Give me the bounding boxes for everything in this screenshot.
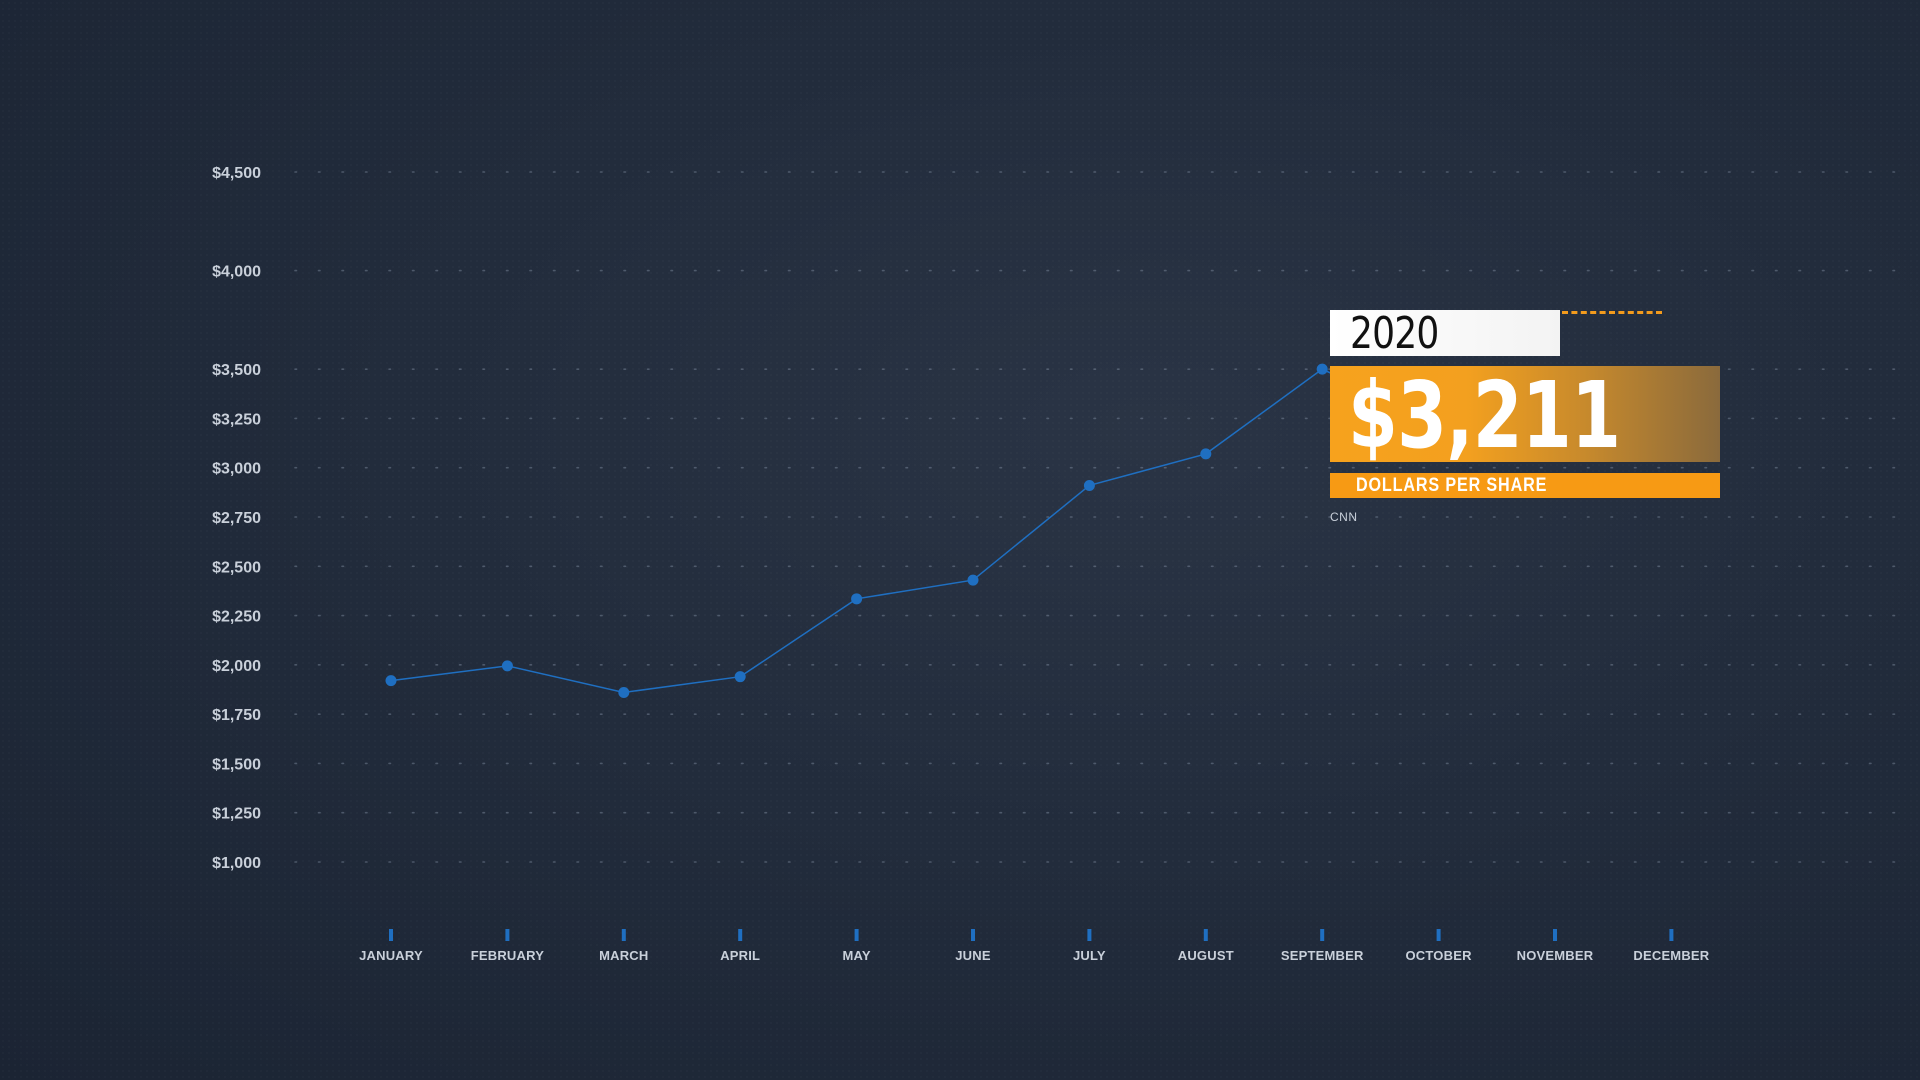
y-tick-label: $4,000 [212,264,261,281]
y-tick-label: $2,750 [212,510,261,527]
y-tick-label: $2,500 [212,559,261,576]
y-tick-label: $1,250 [212,806,261,823]
x-tick-label: MARCH [599,948,648,963]
y-tick-label: $2,250 [212,609,261,626]
x-axis: JANUARY FEBRUARY MARCH APRIL MAY JUNE JULY AUGU… [190,926,1920,963]
value-box: $3,211 [1330,362,1720,469]
y-tick-label: $4,500 [212,165,261,182]
data-point [734,671,746,683]
callout-unit: DOLLARS PER SHARE [1356,475,1548,496]
data-point [851,593,863,605]
data-point [967,574,979,586]
x-tick-label: JULY [1073,948,1106,963]
callout-year: 2020 [1350,308,1439,359]
data-point [1316,363,1328,375]
y-tick-label: $1,750 [212,707,261,724]
y-tick-label: $3,500 [212,362,261,379]
data-point [501,660,513,672]
data-point [385,675,397,687]
data-point [1200,448,1212,460]
y-tick-label: $3,000 [212,461,261,478]
x-tick-label: MAY [842,948,870,963]
grid-lines [294,171,1906,863]
x-tick-label: SEPTEMBER [1281,948,1364,963]
year-box: 2020 [1330,308,1560,359]
x-tick-label: FEBRUARY [471,948,544,963]
unit-box: DOLLARS PER SHARE [1330,473,1720,498]
callout-leader-line [1562,311,1662,314]
x-tick-label: JUNE [955,948,991,963]
x-tick-label: JANUARY [359,948,423,963]
callout-value: $3,211 [1348,362,1621,469]
x-tick-label: APRIL [720,948,760,963]
y-tick-label: $3,250 [212,411,261,428]
x-tick-label: DECEMBER [1633,948,1709,963]
y-tick-label: $1,500 [212,756,261,773]
data-point [618,686,630,698]
x-tick-label: OCTOBER [1406,948,1473,963]
y-tick-label: $1,000 [212,855,261,872]
y-axis-tick-labels: $1,000 $1,250 $1,500 $1,750 $2,000 $2,250 $2,5… [212,165,261,872]
y-tick-label: $2,000 [212,658,261,675]
data-point [1083,479,1095,491]
x-tick-label: AUGUST [1178,948,1234,963]
x-tick-label: NOVEMBER [1517,948,1594,963]
source-label: CNN [1330,510,1358,524]
